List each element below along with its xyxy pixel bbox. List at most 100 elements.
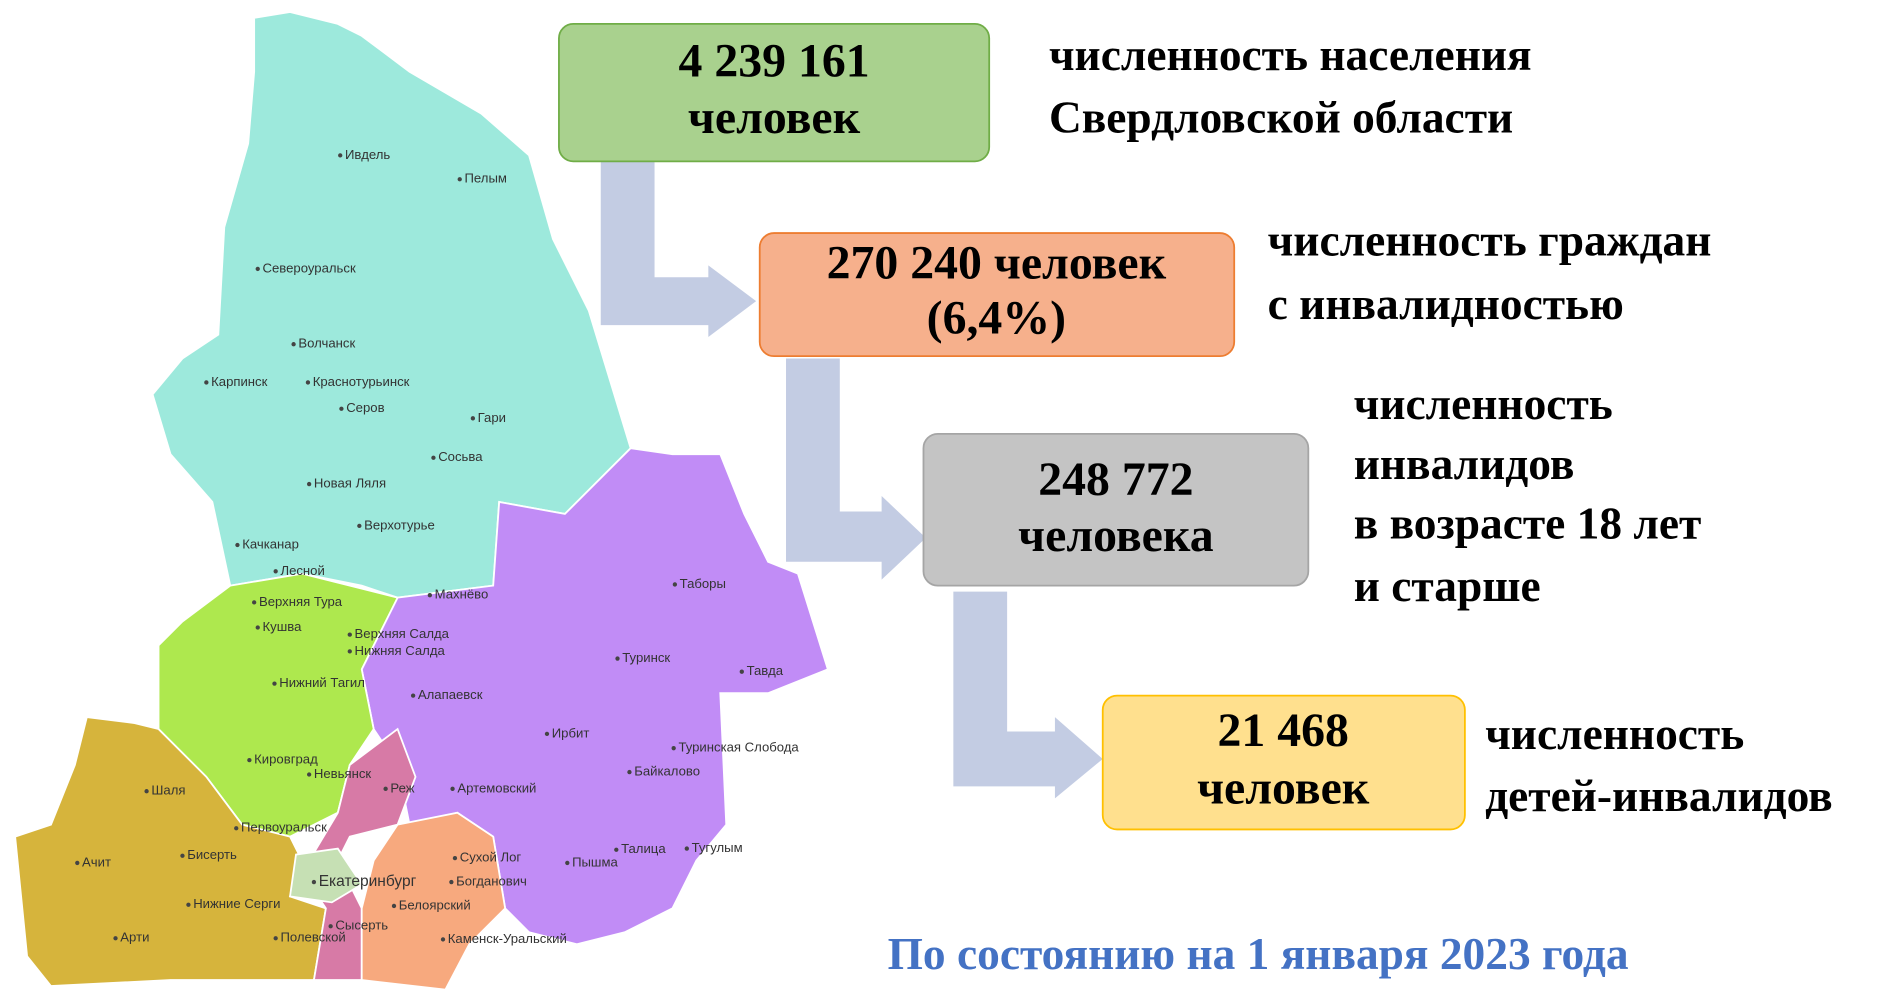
- city-label: Невьянск: [314, 766, 372, 781]
- city-dot: [383, 786, 388, 791]
- box-text: 270 240 человек: [827, 237, 1167, 290]
- city-dot: [311, 879, 317, 885]
- city-dot: [75, 860, 80, 866]
- city-dot: [291, 342, 296, 347]
- city-dot: [339, 406, 344, 411]
- caption: детей-инвалидов: [1485, 771, 1833, 821]
- city-label: Богданович: [456, 874, 527, 889]
- city-label: Пелым: [465, 171, 507, 186]
- city-label: Нижние Серги: [193, 896, 280, 911]
- city-label: Каменск-Уральский: [448, 931, 567, 946]
- city-dot: [470, 416, 476, 421]
- city-dot: [614, 847, 619, 852]
- city-dot: [410, 693, 416, 698]
- city-dot: [391, 903, 397, 909]
- city-dot: [338, 153, 343, 158]
- city-dot: [252, 600, 257, 605]
- city-label: Североуральск: [263, 260, 356, 275]
- city-label: Верхняя Тура: [259, 594, 343, 609]
- caption: с инвалидностью: [1268, 279, 1624, 329]
- city-label: Бисерть: [187, 847, 237, 862]
- city-label: Тугулым: [692, 840, 743, 855]
- caption: в возрасте 18 лет: [1354, 499, 1702, 549]
- city-label: Качканар: [242, 536, 299, 551]
- city-label: Шаля: [151, 783, 185, 798]
- city-label: Волчанск: [298, 336, 355, 351]
- city-dot: [272, 681, 277, 686]
- city-label: Ачит: [82, 854, 111, 869]
- city-dot: [306, 772, 312, 777]
- caption: численность граждан: [1268, 215, 1712, 265]
- city-dot: [427, 593, 433, 598]
- city-dot: [615, 656, 620, 661]
- city-dot: [357, 523, 362, 529]
- city-dot: [305, 380, 311, 385]
- city-dot: [255, 266, 260, 272]
- region-west: [157, 572, 399, 838]
- city-dot: [186, 902, 191, 907]
- footer: По состоянию на 1 января 2023 года: [888, 929, 1629, 979]
- city-label: Алапаевск: [418, 687, 483, 702]
- city-label: Кировград: [254, 752, 318, 767]
- city-dot: [328, 924, 333, 929]
- city-dot: [235, 542, 240, 548]
- city-dot: [739, 669, 744, 674]
- city-dot: [684, 846, 689, 851]
- region-southeast: [360, 811, 507, 991]
- city-dot: [457, 177, 462, 182]
- city-dot: [544, 731, 550, 736]
- city-dot: [144, 789, 149, 794]
- city-dot: [347, 632, 352, 637]
- city-label: Кушва: [263, 619, 303, 634]
- city-dot: [204, 380, 209, 385]
- city-label: Туринск: [622, 650, 670, 665]
- city-dot: [273, 936, 278, 941]
- city-label: Карпинск: [211, 374, 267, 389]
- city-dot: [452, 855, 458, 861]
- box-text: человек: [1197, 761, 1370, 814]
- box: [758, 232, 1236, 358]
- arrow: [786, 358, 926, 580]
- city-label: Екатеринбург: [319, 873, 417, 890]
- city-dot: [234, 826, 239, 831]
- city-dot: [113, 936, 118, 941]
- city-label: Реж: [390, 780, 414, 795]
- city-label: Первоуральск: [241, 820, 327, 835]
- city-label: Белоярский: [399, 897, 471, 912]
- city-label: Ивдель: [345, 147, 390, 162]
- city-dot: [440, 937, 446, 942]
- city-dot: [449, 879, 454, 885]
- caption: численность: [1354, 379, 1613, 429]
- city-dot: [247, 757, 252, 763]
- city-label: Новая Ляля: [314, 476, 386, 491]
- city-dot: [450, 786, 455, 791]
- city-label: Таборы: [680, 576, 726, 591]
- city-label: Тавда: [747, 663, 784, 678]
- box: [922, 432, 1310, 587]
- box-text: 21 468: [1217, 704, 1348, 757]
- caption: численность населения: [1049, 30, 1532, 80]
- city-label: Краснотурьинск: [313, 374, 410, 389]
- caption: инвалидов: [1354, 439, 1575, 489]
- city-label: Нижний Тагил: [279, 675, 365, 690]
- city-dot: [347, 649, 352, 654]
- box: [1101, 694, 1466, 831]
- city-label: Арти: [120, 930, 149, 945]
- city-dot: [273, 569, 278, 574]
- box-text: 4 239 161: [678, 35, 869, 88]
- box: [558, 23, 991, 163]
- city-dot: [431, 455, 436, 460]
- city-label: Байкалово: [634, 764, 700, 779]
- city-label: Лесной: [280, 563, 324, 578]
- caption: численность: [1485, 709, 1744, 759]
- city-label: Нижняя Салда: [355, 643, 446, 658]
- city-label: Талица: [621, 841, 666, 856]
- region-ekaterinburg: [289, 847, 363, 904]
- map: Ивдель Пелым Североуральск Волчанск Карпинск…: [14, 11, 829, 991]
- city-label: Сосьва: [438, 449, 483, 464]
- city-label: Сысерть: [335, 918, 388, 933]
- city-label: Гари: [478, 410, 506, 425]
- city-label: Верхняя Салда: [355, 626, 450, 641]
